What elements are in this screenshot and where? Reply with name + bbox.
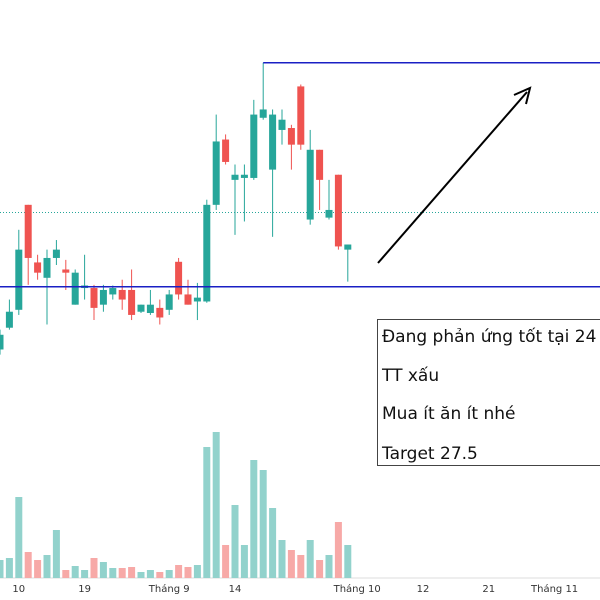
candle-body <box>99 289 107 305</box>
candle-body <box>15 249 23 310</box>
candle-body <box>193 297 201 302</box>
volume-bar <box>250 460 258 578</box>
candle-body <box>90 288 98 308</box>
volume-bar <box>118 568 126 578</box>
volume-bar <box>344 545 352 578</box>
volume-bar <box>43 555 51 578</box>
volume-bar <box>212 432 220 578</box>
candle-body <box>203 204 211 302</box>
volume-bar <box>62 570 70 578</box>
x-tick-label: 14 <box>229 584 242 595</box>
volume-bar <box>24 552 32 578</box>
candle-body <box>52 249 60 258</box>
volume-bar <box>184 567 192 578</box>
annotation: TT xấu <box>382 366 440 386</box>
candle-body <box>287 128 295 145</box>
candle-body <box>146 304 154 314</box>
volume-bar <box>222 545 230 578</box>
x-tick-label: Tháng 10 <box>333 583 381 595</box>
candle-body <box>231 174 239 180</box>
candle-body <box>325 209 333 218</box>
candle-body <box>240 174 248 178</box>
candle-body <box>334 174 342 247</box>
volume-bar <box>81 570 89 578</box>
candle-body <box>222 139 230 162</box>
candle-body <box>118 289 126 300</box>
volume-bar <box>231 505 239 578</box>
volume-bar <box>90 558 98 578</box>
candle-body <box>278 119 286 130</box>
volume-bar <box>137 572 145 578</box>
candle-body <box>212 141 220 205</box>
volume-bar <box>0 560 4 578</box>
volume-bar <box>325 555 333 578</box>
arrow-head <box>513 86 532 105</box>
volume-bar <box>278 540 286 578</box>
candle-body <box>316 149 324 180</box>
candle-body <box>43 257 51 278</box>
volume-bar <box>316 560 324 578</box>
volume-bar <box>15 497 23 578</box>
candle-body <box>250 114 258 178</box>
candle-body <box>71 272 79 305</box>
volume-bar <box>240 545 248 578</box>
annotation: Mua ít ăn ít nhé <box>382 404 516 424</box>
candle-body <box>24 204 32 258</box>
volume-bar <box>146 570 154 578</box>
candle-body <box>165 294 173 310</box>
annotation-box: Đang phản ứng tốt tại 24 TT xấu Mua ít ă… <box>377 319 600 466</box>
volume-bar <box>306 540 314 578</box>
annotation: Đang phản ứng tốt tại 24 <box>382 327 597 347</box>
volume-bar <box>203 447 211 578</box>
candle-body <box>297 86 305 145</box>
x-tick-label: 19 <box>78 584 91 595</box>
candle-body <box>184 294 192 305</box>
volume-bar <box>128 567 136 578</box>
volume-bar <box>52 530 60 578</box>
candle-body <box>5 311 13 328</box>
x-tick-label: 21 <box>482 584 495 595</box>
x-tick-label: 12 <box>417 584 430 595</box>
volume-bar <box>99 562 107 578</box>
volume-bar <box>175 565 183 578</box>
volume-bar <box>71 566 79 578</box>
candle-body <box>128 289 136 315</box>
volume-bar <box>34 560 42 578</box>
volume-bar <box>287 550 295 578</box>
candle-body <box>175 261 183 295</box>
candle-body <box>62 269 70 273</box>
volume-bar <box>5 558 13 578</box>
x-tick-label: Tháng 9 <box>148 583 190 595</box>
annotation: Target 27.5 <box>382 444 478 464</box>
candle-body <box>109 288 117 295</box>
candle-body <box>156 307 164 318</box>
arrow-line <box>377 91 528 264</box>
volume-bar <box>259 470 267 578</box>
candle-body <box>34 262 42 273</box>
candle-body <box>137 304 145 312</box>
volume-bar <box>193 565 201 578</box>
volume-bar <box>334 522 342 578</box>
volume-bar <box>156 572 164 578</box>
candle-body <box>269 114 277 170</box>
candle-body <box>0 334 4 350</box>
volume-bar <box>297 555 305 578</box>
candle-body <box>259 109 267 118</box>
x-tick-label: Tháng 11 <box>530 583 578 595</box>
candle-body <box>344 244 352 250</box>
volume-bar <box>109 568 117 578</box>
volume-bar <box>269 508 277 578</box>
x-tick-label: 10 <box>12 584 25 595</box>
volume-bar <box>165 570 173 578</box>
candle-body <box>306 149 314 220</box>
